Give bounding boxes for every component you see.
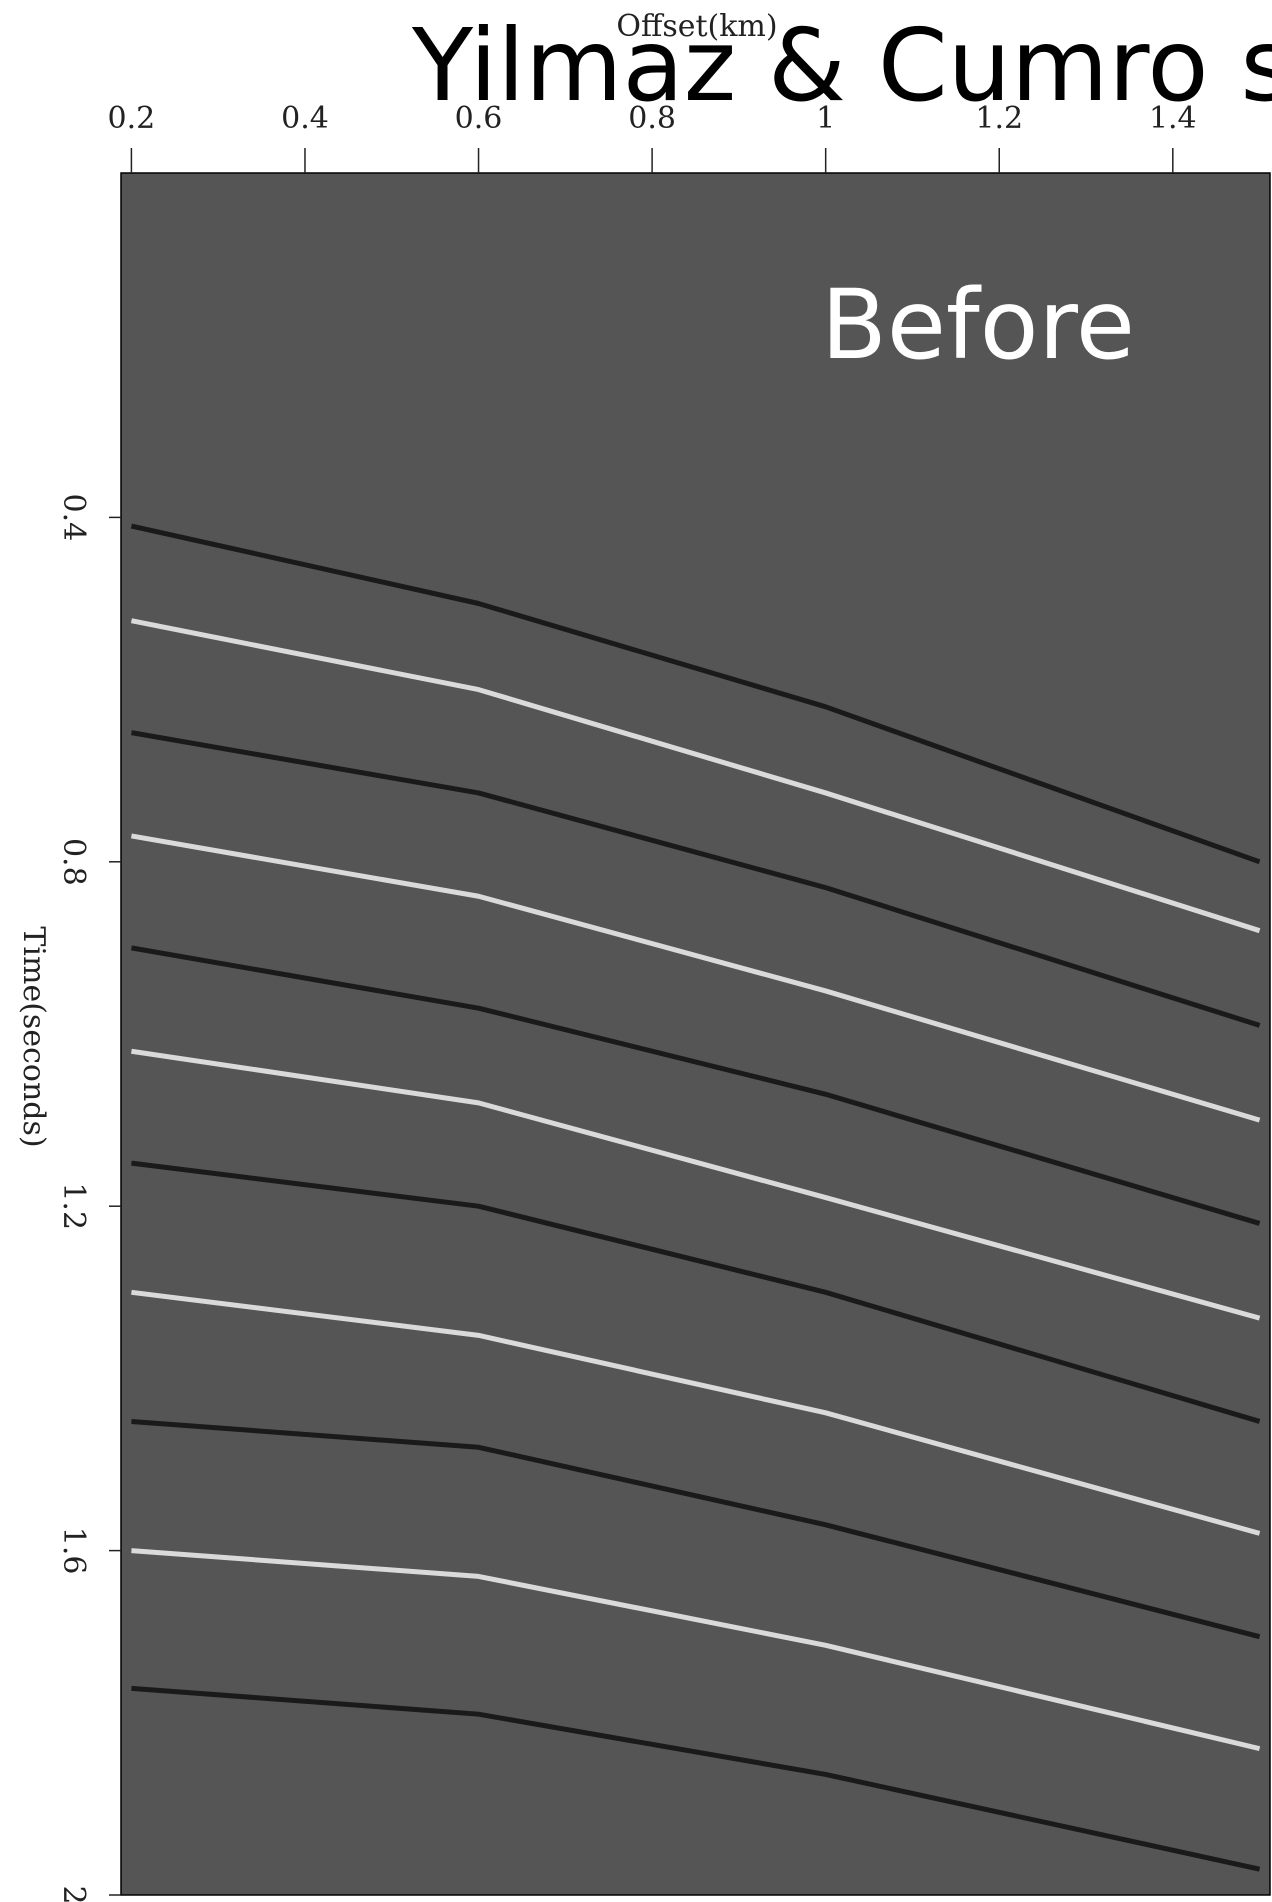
y-tick-label: 0.8 (56, 838, 91, 886)
x-tick-label: 0.6 (455, 101, 503, 136)
chart-title: Yilmaz & Cumro sh (411, 7, 1272, 124)
y-tick-label: 2 (56, 1885, 91, 1902)
chart: Yilmaz & Cumro sh Offset(km) Time(second… (0, 0, 1272, 1902)
x-tick-label: 1 (816, 101, 835, 136)
y-tick-label: 1.2 (56, 1182, 91, 1230)
x-tick-label: 0.8 (628, 101, 676, 136)
x-tick-label: 1.4 (1149, 101, 1197, 136)
x-tick-label: 1.2 (975, 101, 1023, 136)
x-tick-label: 0.2 (108, 101, 156, 136)
x-axis-label: Offset(km) (616, 9, 777, 44)
page: {"chart_data": {"type": "seismic", "titl… (0, 0, 1272, 1902)
y-tick-label: 1.6 (56, 1527, 91, 1575)
plot-background (121, 173, 1270, 1895)
y-axis-label: Time(seconds) (16, 926, 51, 1147)
y-tick-label: 0.4 (56, 494, 91, 542)
annotation: Before (821, 269, 1135, 381)
x-tick-label: 0.4 (281, 101, 329, 136)
